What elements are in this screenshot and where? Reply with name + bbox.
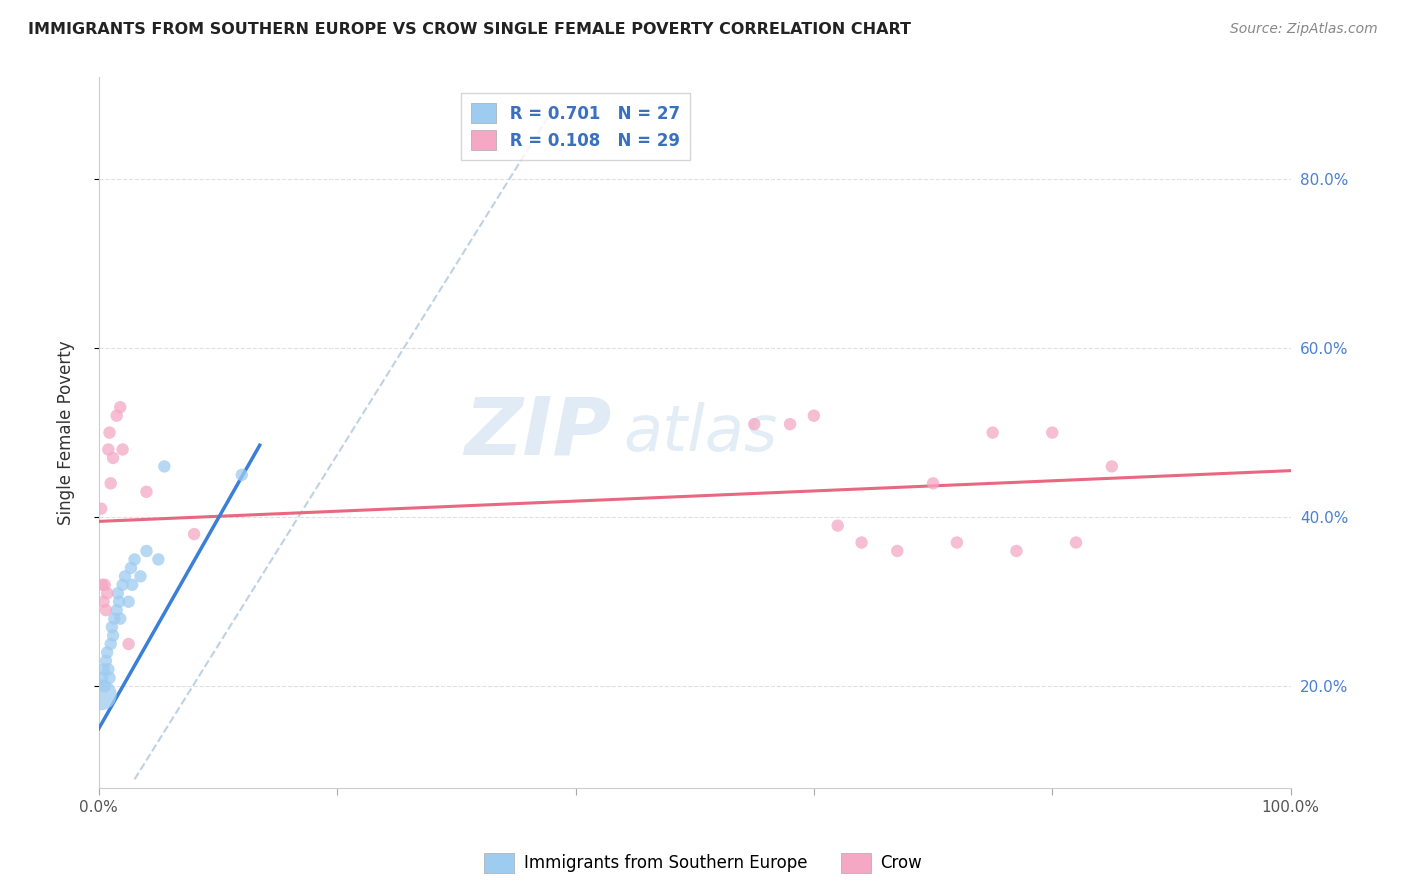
Point [129, 569, 152, 583]
Point [110, 401, 132, 415]
Text: ZIP: ZIP [464, 393, 612, 472]
Point [94, 603, 117, 617]
Point [946, 535, 969, 549]
Point [114, 569, 136, 583]
Point [851, 535, 873, 549]
Point [1101, 459, 1123, 474]
Point [120, 561, 142, 575]
Legend:  R = 0.701   N = 27,  R = 0.108   N = 29: R = 0.701 N = 27, R = 0.108 N = 29 [461, 93, 690, 161]
Point [91, 578, 114, 592]
Point [94, 679, 117, 693]
Point [100, 476, 122, 491]
Point [101, 450, 124, 465]
Point [981, 425, 1004, 440]
Point [90, 688, 112, 702]
Point [94, 578, 117, 592]
Point [103, 612, 125, 626]
Point [148, 552, 170, 566]
Point [91, 671, 114, 685]
Point [98, 671, 121, 685]
Point [110, 612, 132, 626]
Point [135, 484, 157, 499]
Legend: Immigrants from Southern Europe, Crow: Immigrants from Southern Europe, Crow [477, 847, 929, 880]
Point [101, 620, 124, 634]
Point [96, 645, 118, 659]
Point [97, 662, 120, 676]
Point [803, 409, 825, 423]
Point [94, 654, 117, 668]
Point [111, 578, 134, 592]
Point [922, 476, 945, 491]
Point [117, 637, 139, 651]
Text: atlas: atlas [623, 401, 778, 464]
Point [742, 417, 765, 431]
Point [231, 467, 253, 482]
Point [105, 603, 128, 617]
Point [105, 409, 128, 423]
Point [107, 586, 129, 600]
Point [93, 662, 115, 676]
Point [97, 442, 120, 457]
Point [111, 442, 134, 457]
Y-axis label: Single Female Poverty: Single Female Poverty [58, 340, 75, 524]
Point [117, 595, 139, 609]
Point [98, 425, 121, 440]
Point [100, 637, 122, 651]
Text: Source: ZipAtlas.com: Source: ZipAtlas.com [1230, 22, 1378, 37]
Point [827, 518, 849, 533]
Text: IMMIGRANTS FROM SOUTHERN EUROPE VS CROW SINGLE FEMALE POVERTY CORRELATION CHART: IMMIGRANTS FROM SOUTHERN EUROPE VS CROW … [28, 22, 911, 37]
Point [93, 595, 115, 609]
Point [886, 544, 908, 558]
Point [135, 544, 157, 558]
Point [121, 578, 143, 592]
Point [124, 552, 146, 566]
Point [1064, 535, 1087, 549]
Point [1005, 544, 1028, 558]
Point [1040, 425, 1063, 440]
Point [90, 501, 112, 516]
Point [183, 527, 205, 541]
Point [96, 586, 118, 600]
Point [153, 459, 176, 474]
Point [101, 628, 124, 642]
Point [108, 595, 131, 609]
Point [779, 417, 801, 431]
